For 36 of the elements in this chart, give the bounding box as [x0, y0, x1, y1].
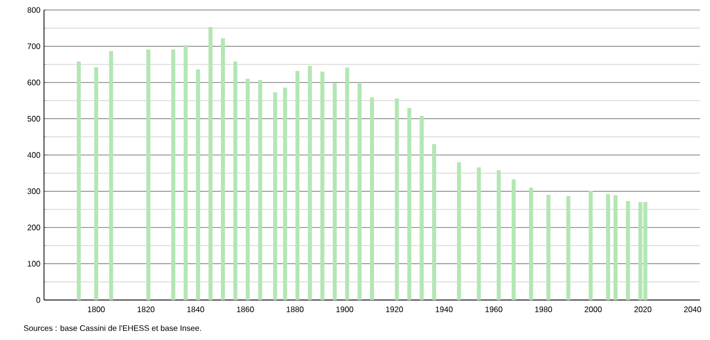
bar: [184, 45, 188, 300]
bar: [420, 116, 424, 300]
bar: [512, 179, 516, 300]
bar: [394, 98, 399, 300]
bar: [273, 92, 278, 300]
bar: [196, 69, 200, 300]
bar: [358, 82, 362, 300]
bar: [432, 144, 436, 300]
bar: [345, 68, 350, 300]
bar: [76, 61, 81, 300]
bar: [370, 97, 374, 300]
bar: [94, 67, 98, 300]
bar: [626, 201, 630, 300]
bar: [614, 195, 618, 300]
bar: [233, 61, 238, 300]
bar: [246, 78, 250, 300]
bar: [456, 162, 461, 300]
bar: [283, 88, 288, 300]
bar: [220, 38, 225, 300]
bar: [109, 50, 114, 300]
bar: [496, 170, 501, 300]
bar: [546, 194, 550, 300]
bar: [529, 188, 534, 300]
bar: [407, 108, 412, 300]
bar: [258, 80, 262, 300]
bar: [606, 194, 610, 300]
bar: [146, 50, 150, 300]
bar: [566, 196, 570, 300]
bar: [588, 190, 593, 300]
bar: [320, 72, 324, 300]
bar: [295, 70, 300, 300]
bar: [208, 27, 212, 300]
bar: [308, 66, 312, 300]
bar: [171, 50, 176, 300]
bar: [476, 167, 481, 300]
bar: [332, 83, 337, 300]
